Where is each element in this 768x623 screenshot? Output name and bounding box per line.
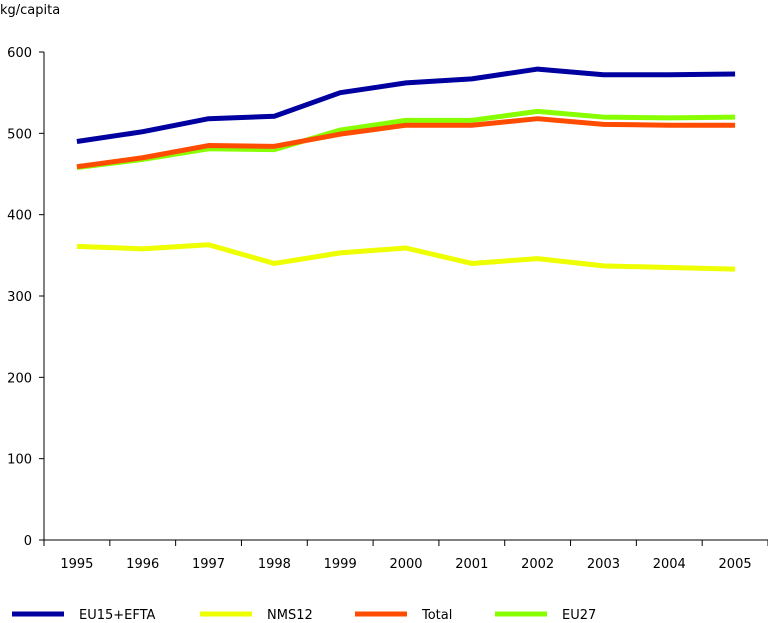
legend-label: Total: [421, 608, 452, 623]
y-tick-label: 0: [24, 534, 32, 549]
y-tick-label: 600: [7, 46, 32, 61]
x-tick-label: 1995: [60, 557, 93, 572]
legend-label: EU27: [562, 608, 596, 623]
x-tick-label: 1998: [258, 557, 291, 572]
y-tick-label: 400: [7, 209, 32, 224]
x-tick-label: 2004: [653, 557, 686, 572]
legend-label: EU15+EFTA: [79, 608, 156, 623]
x-tick-label: 1999: [324, 557, 357, 572]
x-tick-label: 1996: [126, 557, 159, 572]
y-tick-label: 300: [7, 290, 32, 305]
x-tick-label: 2000: [389, 557, 422, 572]
series-line-eu15-efta: [76, 66, 736, 144]
x-tick-label: 2001: [455, 557, 488, 572]
series-line-total: [76, 116, 736, 170]
y-tick-label: 100: [7, 453, 32, 468]
y-tick-label: 200: [7, 371, 32, 386]
series-line-nms12: [76, 242, 736, 272]
x-tick-label: 2003: [587, 557, 620, 572]
x-tick-label: 1997: [192, 557, 225, 572]
y-tick-label: 500: [7, 127, 32, 142]
legend-label: NMS12: [267, 608, 313, 623]
x-tick-label: 2005: [719, 557, 752, 572]
series-line-eu27: [76, 108, 736, 170]
x-tick-label: 2002: [521, 557, 554, 572]
y-axis-label: kg/capita: [0, 3, 60, 18]
